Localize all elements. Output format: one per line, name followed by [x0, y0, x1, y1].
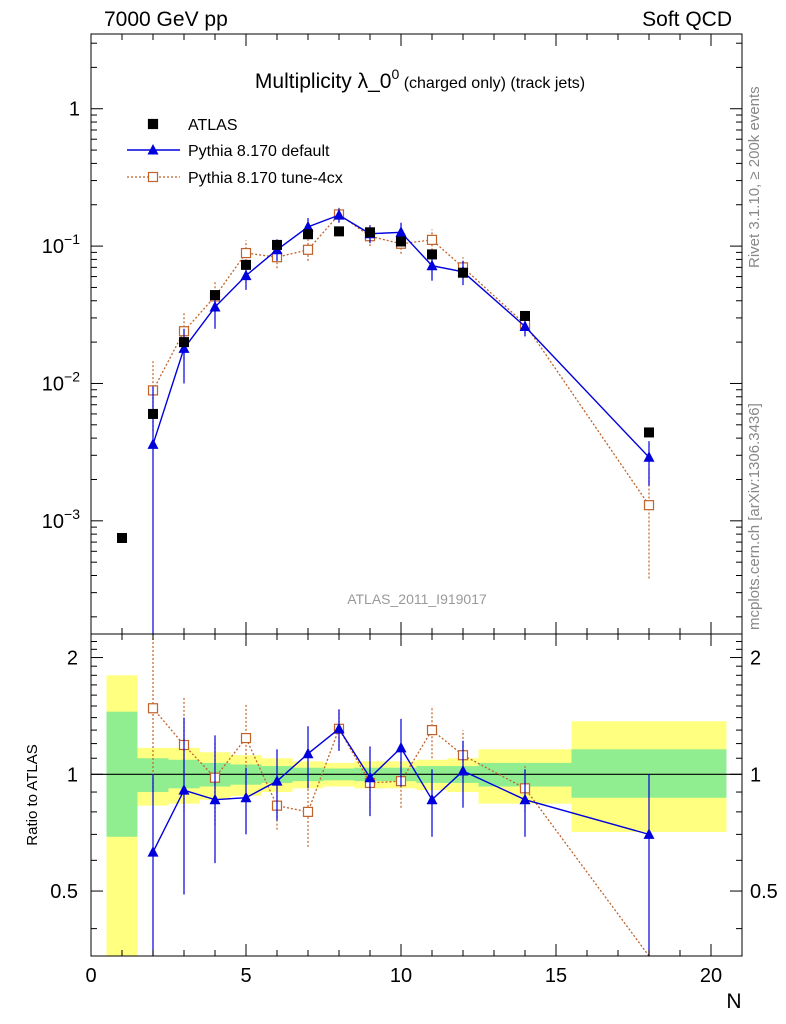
ratio-default-point [209, 793, 221, 805]
ratio-tune-point [240, 732, 252, 744]
ratio-default-point [178, 784, 190, 795]
legend-tune-marker [147, 171, 159, 183]
y-tick-label: 10−1 [42, 231, 80, 258]
legend: ATLAS Pythia 8.170 default Pythia 8.170 tu… [127, 117, 343, 187]
header-right-label: Soft QCD [642, 8, 732, 31]
ratio-y-tick-label-right: 1 [750, 764, 761, 786]
main-atlas-point [365, 227, 375, 238]
main-tune-line [152, 213, 650, 506]
x-axis-label: N [726, 990, 741, 1013]
x-tick-label: 15 [545, 965, 567, 987]
main-atlas-point [241, 259, 251, 270]
ratio-default-point [364, 771, 376, 783]
main-atlas-point [520, 310, 530, 321]
main-default-point [643, 451, 655, 462]
main-atlas-point [458, 267, 468, 278]
ratio-default-point [333, 722, 345, 734]
main-default-point [147, 438, 159, 449]
main-atlas-point [148, 408, 158, 419]
main-tune-point [240, 247, 252, 259]
ratio-y-tick-label-right: 0.5 [750, 881, 778, 903]
main-default-line [152, 214, 650, 458]
legend-default-label: Pythia 8.170 default [188, 143, 330, 160]
ratio-default-point [395, 741, 407, 753]
ratio-default-point [643, 828, 655, 839]
main-atlas-point [303, 229, 313, 240]
main-default-point [426, 259, 438, 271]
x-tick-label: 0 [85, 965, 96, 987]
x-tick-label: 20 [700, 965, 722, 987]
analysis-watermark: ATLAS_2011_I919017 [347, 591, 487, 607]
main-atlas-point [210, 290, 220, 301]
main-default-point [395, 226, 407, 237]
ratio-default-point [271, 775, 283, 786]
y-tick-label: 10−3 [42, 506, 80, 533]
ratio-tune-point [426, 724, 438, 736]
main-atlas-point [334, 226, 344, 237]
main-atlas-point [272, 239, 282, 250]
main-tune-point [643, 500, 655, 511]
main-atlas-point [644, 427, 654, 438]
main-default-point [209, 301, 221, 312]
ratio-default-point [240, 791, 252, 803]
legend-atlas-marker [147, 118, 159, 130]
ratio-tune-point [147, 703, 159, 714]
ratio-y-tick-label-right: 2 [750, 648, 761, 670]
ratio-y-tick-label: 0.5 [50, 881, 78, 903]
ratio-y-axis-label: Ratio to ATLAS [24, 744, 41, 845]
ratio-panel: 0 5 10 15 20 0.5 0.5 1 1 2 2 N Ratio to ATLAS [24, 633, 778, 1013]
ratio-default-point [302, 747, 314, 759]
y-tick-label: 10−2 [42, 368, 80, 395]
main-atlas-point [396, 236, 406, 247]
legend-atlas-label: ATLAS [188, 117, 238, 134]
ratio-default-point [426, 793, 438, 805]
main-default-point [519, 320, 531, 331]
main-default-point [333, 209, 345, 220]
chart-title: Multiplicity λ_00 (charged only) (track … [255, 66, 585, 93]
ratio-default-point [147, 846, 159, 857]
main-default-point [302, 220, 314, 232]
ratio-default-point [457, 764, 469, 776]
legend-tune-label: Pythia 8.170 tune-4cx [188, 170, 343, 187]
x-tick-label: 5 [240, 965, 251, 987]
main-atlas-point [179, 337, 189, 348]
main-panel: 1 10−1 10−2 10−3 Multiplicity λ_00 (charged … [42, 33, 743, 635]
y-tick-label: 1 [69, 99, 80, 121]
ratio-default-point [519, 793, 531, 805]
main-tune-point [426, 234, 438, 245]
ratio-y-tick-label: 2 [67, 648, 78, 670]
header-left-label: 7000 GeV pp [104, 8, 228, 31]
ratio-tune-point [302, 806, 314, 817]
main-atlas-point [117, 532, 127, 543]
ratio-frame [90, 633, 743, 957]
main-default-point [178, 342, 190, 353]
main-default-point [240, 269, 252, 281]
legend-default-marker [147, 144, 159, 155]
x-tick-label: 10 [390, 965, 412, 987]
ratio-y-tick-label: 1 [67, 764, 78, 786]
main-atlas-point [427, 249, 437, 260]
main-tune-point [302, 244, 314, 255]
